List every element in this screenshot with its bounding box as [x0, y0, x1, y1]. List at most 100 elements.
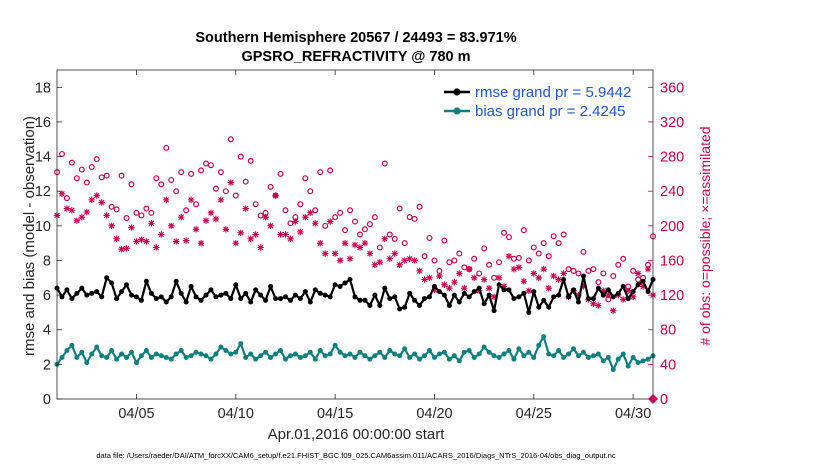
assimilated-obs-point: [307, 209, 314, 217]
assimilated-obs-point: [212, 215, 220, 223]
bias-point: [84, 360, 90, 366]
possible-obs-point: [386, 231, 393, 238]
bias-point: [263, 349, 269, 355]
bias-point: [402, 346, 408, 352]
rmse-point: [332, 282, 338, 288]
assimilated-obs-point: [441, 281, 448, 288]
possible-obs-point: [63, 195, 70, 202]
assimilated-obs-point: [341, 239, 349, 247]
assimilated-obs-point: [580, 283, 587, 290]
possible-obs-point: [158, 181, 165, 188]
bias-point: [397, 353, 403, 359]
rmse-point: [233, 282, 239, 288]
assimilated-obs-point: [510, 265, 518, 273]
rmse-point: [352, 294, 358, 300]
assimilated-obs-point: [153, 244, 160, 251]
assimilated-obs-point: [351, 241, 359, 249]
assimilated-obs-point: [93, 192, 100, 199]
rmse-point: [436, 289, 442, 295]
rmse-point: [541, 297, 547, 303]
rmse-point: [163, 299, 169, 305]
rmse-point: [218, 292, 224, 298]
bias-point: [531, 354, 537, 360]
rmse-point: [297, 296, 303, 302]
bias-point: [233, 349, 239, 355]
bias-point: [342, 353, 348, 359]
possible-obs-point: [307, 188, 314, 195]
y-right-tick-label: 240: [660, 184, 684, 200]
bias-point: [223, 348, 229, 354]
bias-point: [317, 348, 323, 354]
assimilated-obs-point: [639, 283, 647, 290]
bias-point: [476, 351, 482, 357]
assimilated-obs-point: [644, 265, 652, 273]
bias-point: [551, 353, 557, 359]
rmse-point: [133, 294, 139, 300]
rmse-point: [367, 302, 373, 308]
bias-point: [362, 353, 368, 359]
assimilated-obs-point: [634, 270, 642, 277]
possible-obs-point: [322, 222, 329, 229]
bias-point: [506, 348, 512, 354]
y-right-tick-label: 280: [660, 150, 684, 166]
bias-point: [640, 358, 646, 364]
rmse-point: [441, 292, 447, 298]
bias-point: [59, 354, 65, 360]
rmse-point: [243, 290, 249, 296]
assimilated-obs-point: [148, 220, 155, 227]
assimilated-obs-point: [158, 231, 165, 238]
x-tick-label: 04/30: [615, 406, 651, 422]
x-tick-label: 04/20: [416, 406, 452, 422]
possible-obs-point: [451, 257, 458, 264]
assimilated-obs-point: [242, 205, 249, 212]
bias-point: [193, 349, 199, 355]
bias-point: [258, 353, 264, 359]
bias-point: [124, 354, 130, 360]
assimilated-obs-point: [317, 239, 324, 247]
rmse-point: [630, 289, 636, 295]
y-right-tick-label: 160: [660, 253, 684, 269]
assimilated-obs-point: [371, 261, 379, 269]
y-right-tick-label: 0: [660, 392, 668, 408]
rmse-point: [253, 287, 259, 293]
possible-obs-point: [227, 136, 234, 143]
assimilated-obs-point: [505, 252, 513, 260]
assimilated-obs-point: [262, 213, 269, 221]
bias-point: [367, 356, 373, 362]
possible-obs-point: [143, 205, 150, 212]
possible-obs-point: [98, 174, 105, 181]
possible-obs-point: [93, 156, 100, 163]
assimilated-obs-point: [515, 264, 523, 271]
y-tick-label: 0: [43, 392, 51, 408]
possible-obs-point: [441, 237, 448, 244]
rmse-point: [193, 294, 199, 300]
possible-obs-point: [421, 253, 428, 260]
rmse-point: [412, 297, 418, 303]
assimilated-obs-point: [436, 272, 443, 280]
bias-point: [278, 348, 283, 354]
bias-point: [79, 349, 85, 355]
assimilated-obs-point: [575, 291, 582, 299]
assimilated-obs-point: [168, 222, 175, 230]
rmse-point: [536, 304, 542, 310]
assimilated-obs-point: [202, 217, 210, 224]
possible-obs-point: [168, 176, 175, 183]
assimilated-obs-point: [490, 293, 498, 301]
assimilated-obs-point: [550, 272, 557, 280]
rmse-point: [273, 296, 279, 302]
bias-point: [436, 351, 442, 357]
rmse-point: [99, 294, 105, 300]
assimilated-obs-point: [68, 207, 76, 214]
bias-point: [615, 356, 621, 362]
possible-obs-point: [242, 178, 249, 185]
rmse-point: [546, 304, 552, 310]
assimilated-obs-point: [98, 199, 105, 206]
rmse-point: [422, 296, 428, 302]
rmse-point: [496, 282, 502, 288]
rmse-point: [397, 306, 403, 312]
assimilated-obs-point: [103, 212, 110, 219]
bias-point: [198, 351, 204, 357]
assimilated-obs-point: [227, 179, 235, 186]
possible-obs-point: [342, 227, 349, 234]
possible-obs-point: [356, 231, 363, 238]
